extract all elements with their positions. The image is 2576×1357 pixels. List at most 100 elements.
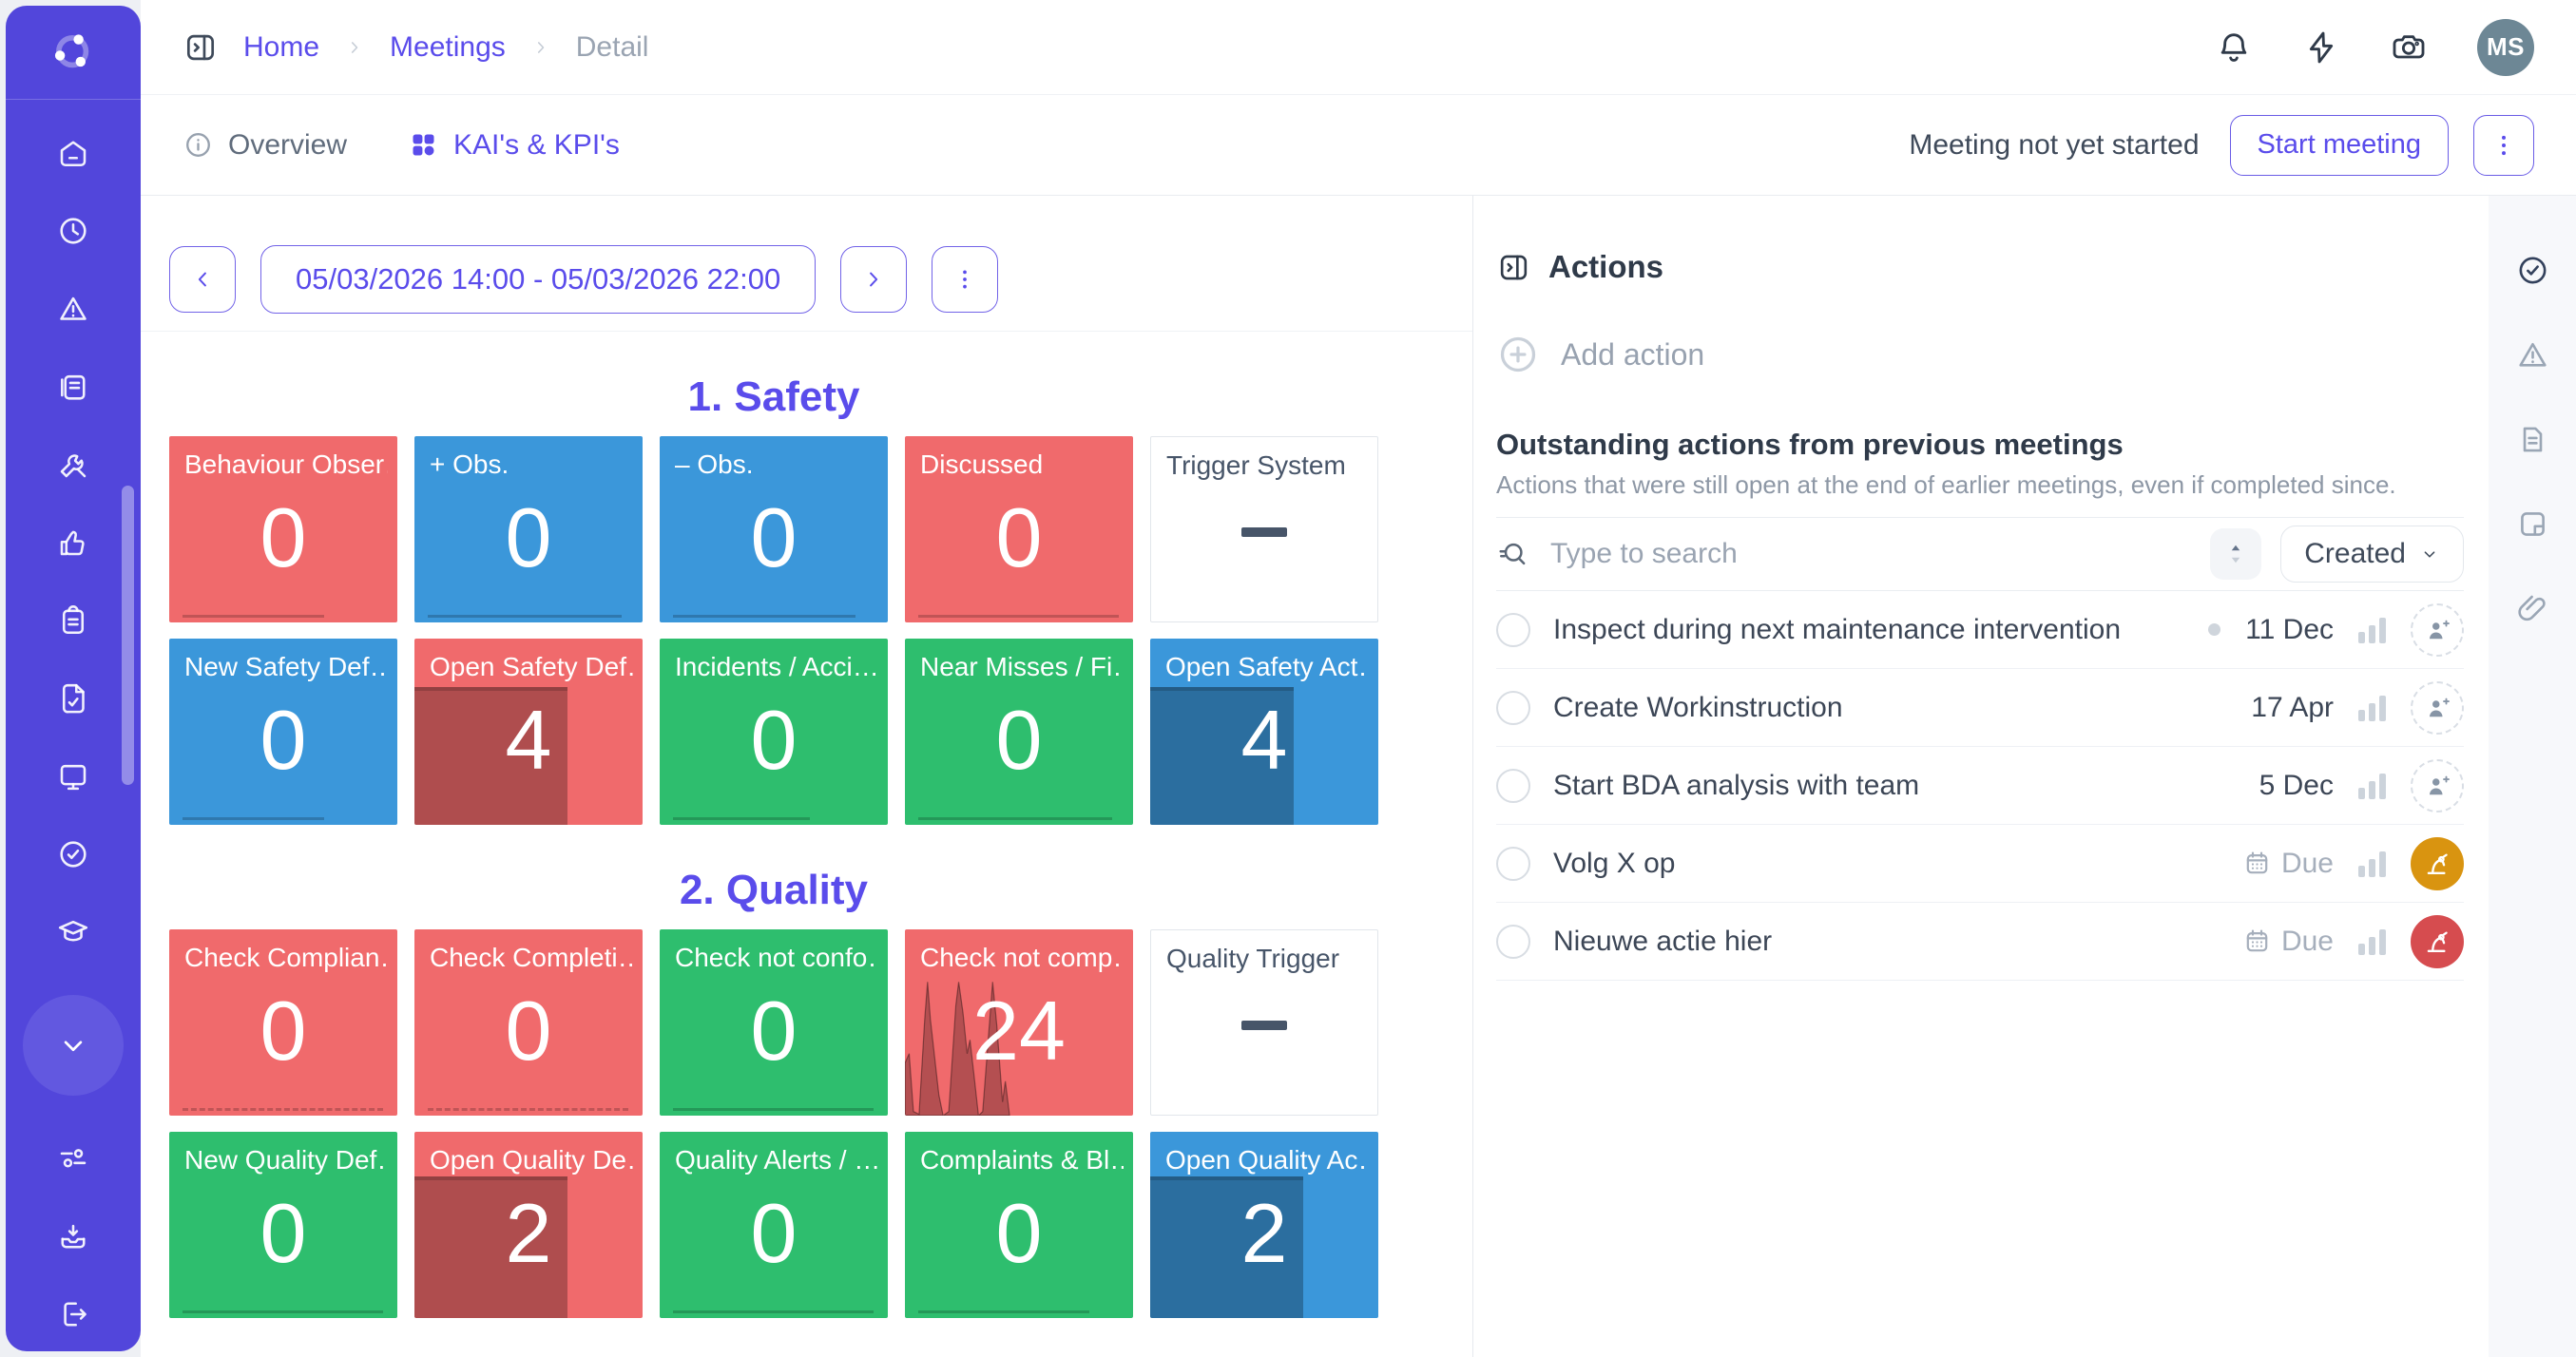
camera-icon[interactable] (2390, 29, 2428, 67)
task-check-sidebar-item[interactable] (56, 681, 90, 716)
kpi-tile[interactable]: Quality Alerts / … 0 (660, 1132, 888, 1318)
kpi-tile[interactable]: Incidents / Acci… 0 (660, 639, 888, 825)
breadcrumb-home[interactable]: Home (243, 30, 320, 63)
breadcrumb-current: Detail (575, 30, 649, 63)
assign-user-button[interactable] (2411, 602, 2464, 657)
meeting-more-button[interactable] (2473, 114, 2534, 176)
priority-bars-icon[interactable] (2358, 617, 2386, 643)
note-icon[interactable] (2515, 506, 2550, 542)
next-meeting-button[interactable] (840, 246, 908, 313)
start-meeting-button[interactable]: Start meeting (2229, 114, 2449, 176)
actions-search-input[interactable] (1548, 537, 2192, 571)
thumbs-up-sidebar-item[interactable] (56, 526, 90, 560)
action-checkbox[interactable] (1496, 612, 1530, 647)
action-row[interactable]: Inspect during next maintenance interven… (1496, 591, 2464, 669)
file-text-icon[interactable] (2515, 422, 2550, 457)
kpi-tile[interactable]: Near Misses / Fi… 0 (905, 639, 1133, 825)
sidebar-scrollbar[interactable] (122, 486, 134, 785)
sidebar-expand-button[interactable] (23, 995, 124, 1096)
kpi-tile[interactable]: Open Quality De… 2 (414, 1132, 643, 1318)
bolt-icon[interactable] (2302, 29, 2340, 67)
priority-bars-icon[interactable] (2358, 851, 2386, 877)
kpi-label: Quality Trigger (1166, 944, 1340, 973)
priority-bars-icon[interactable] (2358, 928, 2386, 955)
org-settings-sidebar-item[interactable] (56, 1141, 90, 1175)
prev-meeting-button[interactable] (169, 246, 236, 313)
panel-collapse-icon[interactable] (1496, 250, 1531, 285)
date-nav-more-button[interactable] (932, 246, 999, 313)
action-checkbox[interactable] (1496, 690, 1530, 725)
kpi-label: Behaviour Obser… (184, 449, 388, 479)
action-checkbox[interactable] (1496, 846, 1530, 881)
action-row[interactable]: Start BDA analysis with team 5 Dec (1496, 747, 2464, 825)
kpi-tile[interactable]: Quality Trigger (1150, 929, 1378, 1116)
kpi-empty-value (1241, 527, 1287, 537)
action-row[interactable]: Create Workinstruction 17 Apr (1496, 669, 2464, 747)
alert-triangle-icon[interactable] (2515, 337, 2550, 373)
kpi-tile[interactable]: Trigger System (1150, 436, 1378, 622)
sort-direction-button[interactable] (2210, 528, 2262, 580)
check-circle-icon[interactable] (2515, 253, 2550, 288)
robot-avatar-amber[interactable] (2411, 836, 2464, 890)
kpi-value: 2 (505, 1185, 552, 1280)
kpi-label: Open Safety Def… (430, 652, 633, 681)
bell-icon[interactable] (2215, 29, 2253, 67)
assign-user-button[interactable] (2411, 758, 2464, 812)
clock-sidebar-item[interactable] (56, 214, 90, 248)
kpi-tile[interactable]: New Quality Def… 0 (169, 1132, 397, 1318)
action-date[interactable]: 5 Dec (2259, 769, 2334, 801)
due-date[interactable]: Due (2242, 848, 2334, 880)
kpi-value: 0 (750, 983, 798, 1078)
sidebar-collapse-icon[interactable] (183, 29, 219, 66)
kpi-value: 2 (1240, 1185, 1288, 1280)
kpi-tile[interactable]: Open Safety Def… 4 (414, 639, 643, 825)
kpi-tile[interactable]: Check not comp… 24 (905, 929, 1133, 1116)
kpi-tile[interactable]: + Obs. 0 (414, 436, 643, 622)
kpi-label: New Safety Def… (184, 652, 388, 681)
user-avatar[interactable]: MS (2477, 18, 2534, 76)
monitor-sidebar-item[interactable] (56, 759, 90, 793)
kpi-label: Near Misses / Fi… (920, 652, 1124, 681)
graduation-cap-sidebar-item[interactable] (56, 915, 90, 949)
due-date[interactable]: Due (2242, 926, 2334, 958)
tools-sidebar-item[interactable] (56, 448, 90, 482)
kpi-tile[interactable]: Behaviour Obser… 0 (169, 436, 397, 622)
clipboard-sidebar-item[interactable] (56, 603, 90, 638)
topbar: Home Meetings Detail MS (141, 0, 2576, 95)
kpi-value: 0 (995, 1185, 1043, 1280)
assign-user-button[interactable] (2411, 680, 2464, 735)
tab-kais-kpis[interactable]: KAI's & KPI's (408, 129, 620, 162)
journal-sidebar-item[interactable] (56, 370, 90, 404)
action-row[interactable]: Nieuwe actie hier Due (1496, 903, 2464, 981)
action-date[interactable]: 17 Apr (2251, 691, 2334, 723)
meeting-date-range[interactable]: 05/03/2026 14:00 - 05/03/2026 22:00 (260, 245, 817, 314)
action-date[interactable]: 11 Dec (2245, 613, 2334, 645)
action-checkbox[interactable] (1496, 768, 1530, 803)
paperclip-icon[interactable] (2515, 591, 2550, 626)
kpi-tile[interactable]: Discussed 0 (905, 436, 1133, 622)
kpi-value: 0 (750, 1185, 798, 1280)
kpi-tile[interactable]: Check Complian… 0 (169, 929, 397, 1116)
kpi-tile[interactable]: – Obs. 0 (660, 436, 888, 622)
sort-by-dropdown[interactable]: Created (2280, 526, 2464, 583)
kpi-tile[interactable]: Check Completi… 0 (414, 929, 643, 1116)
kpi-tile[interactable]: Open Quality Ac… 2 (1150, 1132, 1378, 1318)
inbox-sidebar-item[interactable] (56, 1219, 90, 1253)
priority-bars-icon[interactable] (2358, 695, 2386, 721)
alert-triangle-sidebar-item[interactable] (56, 292, 90, 326)
kpi-tile[interactable]: Check not confo… 0 (660, 929, 888, 1116)
add-action-button[interactable]: Add action (1496, 333, 2464, 376)
kpi-tile[interactable]: Complaints & Bl… 0 (905, 1132, 1133, 1318)
action-row[interactable]: Volg X op Due (1496, 825, 2464, 903)
kpi-label: Check Completi… (430, 943, 633, 972)
robot-avatar-red[interactable] (2411, 914, 2464, 968)
check-circle-sidebar-item[interactable] (56, 837, 90, 871)
priority-bars-icon[interactable] (2358, 773, 2386, 799)
kpi-tile[interactable]: New Safety Def… 0 (169, 639, 397, 825)
home-sidebar-item[interactable] (56, 136, 90, 170)
breadcrumb-meetings[interactable]: Meetings (390, 30, 506, 63)
kpi-tile[interactable]: Open Safety Act… 4 (1150, 639, 1378, 825)
logout-sidebar-item[interactable] (56, 1297, 90, 1331)
tab-overview[interactable]: Overview (183, 129, 347, 162)
action-checkbox[interactable] (1496, 924, 1530, 959)
